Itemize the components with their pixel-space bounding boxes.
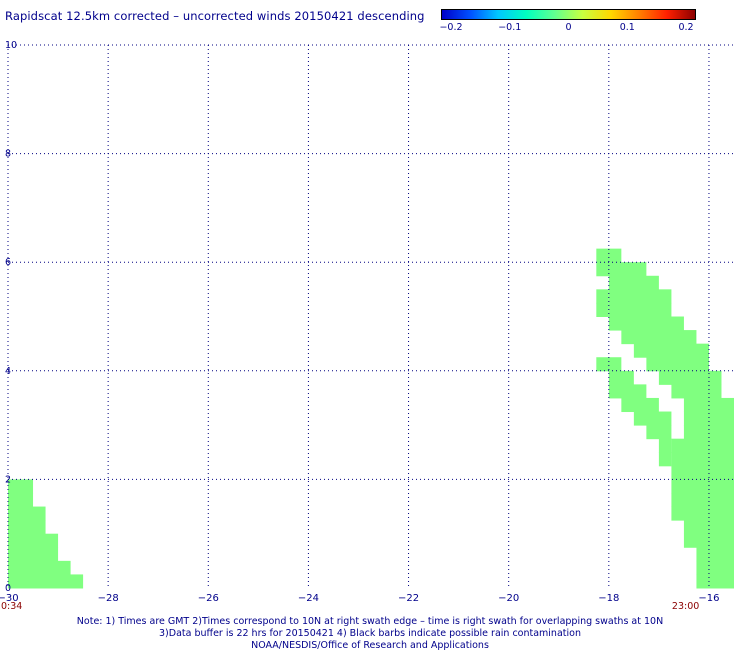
swath-cell (646, 425, 672, 440)
x-tick-label: −28 (98, 593, 119, 604)
swath-cell (658, 438, 672, 453)
swath-cell (671, 492, 734, 508)
swath-cell (633, 343, 709, 358)
swath-cell (8, 574, 84, 589)
x-tick-label: −22 (398, 593, 419, 604)
swath-cell (683, 397, 734, 413)
note-line-1: Note: 1) Times are GMT 2)Times correspon… (76, 616, 664, 627)
swath-cell (696, 560, 734, 575)
y-tick-label: 4 (5, 366, 11, 377)
note-line-2: 3)Data buffer is 22 hrs for 20150421 4) … (159, 628, 581, 639)
swath-cell (658, 370, 722, 385)
colorbar-tick-label: −0.1 (498, 22, 522, 33)
swath-cell (608, 275, 659, 290)
swath-cell (671, 506, 734, 521)
y-tick-label: 0 (5, 583, 11, 594)
swath-cell (8, 506, 46, 521)
y-tick-label: 6 (5, 257, 11, 268)
x-tick-label: −18 (598, 593, 619, 604)
map-title: Rapidscat 12.5km corrected – uncorrected… (5, 9, 425, 23)
swath-cell (596, 289, 609, 304)
y-tick-label: 8 (5, 149, 11, 160)
swath-cell (671, 438, 734, 453)
swath-cell (608, 289, 672, 304)
swath-cell (8, 533, 59, 548)
swath-cell (671, 452, 734, 467)
swath-cell (671, 479, 734, 494)
swath-cell (608, 302, 672, 317)
swath-cell (8, 479, 34, 494)
swath-cell (8, 492, 34, 508)
colorbar (441, 9, 696, 20)
y-tick-label: 10 (5, 40, 17, 51)
swath-cell (696, 574, 734, 589)
swath-cell (646, 357, 709, 372)
y-tick-label: 2 (5, 474, 11, 485)
colorbar-tick-label: 0 (565, 22, 572, 33)
colorbar-tick-label: 0.1 (619, 22, 635, 33)
swath-time-label: 0:34 (1, 601, 22, 612)
swath-cell (671, 384, 722, 399)
swath-cell (683, 411, 734, 426)
swath-cell (633, 411, 672, 426)
swath-cell (596, 248, 622, 263)
swath-cell (608, 316, 684, 331)
swath-cell (8, 560, 71, 575)
swath-cell (683, 425, 734, 440)
swath-cell (621, 330, 697, 345)
swath-cell (596, 262, 647, 277)
x-tick-label: −26 (198, 593, 219, 604)
swath-cell (658, 452, 672, 467)
swath-cell (8, 547, 59, 562)
credit-line: NOAA/NESDIS/Office of Research and Appli… (251, 640, 489, 651)
colorbar-tick-label: −0.2 (439, 22, 463, 33)
swath-cell (608, 384, 647, 399)
swath-cell (683, 520, 734, 535)
swath-time-label: 23:00 (672, 601, 699, 612)
swath-cell (696, 547, 734, 562)
swath-cell (683, 533, 734, 548)
x-tick-label: −30 (0, 593, 19, 604)
swath-cell (8, 520, 46, 535)
x-tick-label: −20 (498, 593, 519, 604)
swath-cell (596, 302, 609, 317)
x-tick-label: −24 (298, 593, 319, 604)
x-tick-label: −16 (698, 593, 719, 604)
swath-cell (608, 370, 634, 385)
swath-cell (671, 465, 734, 480)
swath-cell (596, 357, 622, 372)
swath-cell (621, 397, 659, 413)
colorbar-tick-label: 0.2 (678, 22, 694, 33)
